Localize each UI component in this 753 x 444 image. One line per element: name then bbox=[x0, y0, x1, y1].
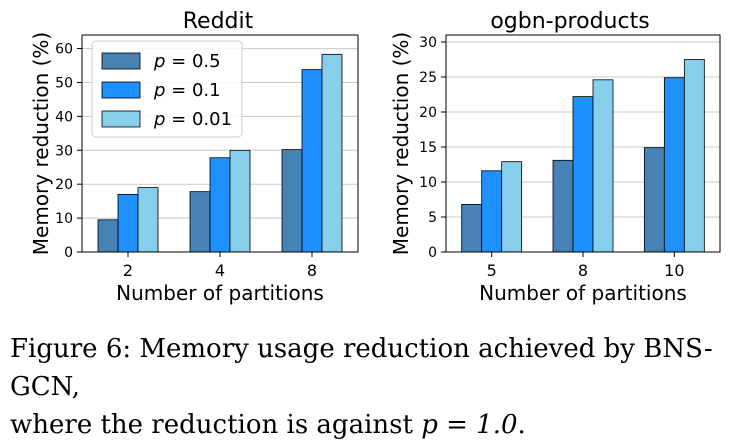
y-tick-label: 0 bbox=[64, 245, 73, 261]
y-tick-label: 20 bbox=[55, 177, 73, 193]
plot-frame bbox=[81, 34, 359, 253]
bar bbox=[501, 161, 523, 253]
legend-swatch bbox=[101, 81, 141, 99]
caption-math: p = 1.0 bbox=[421, 410, 518, 440]
legend-label: p = 0.1 bbox=[153, 80, 221, 101]
x-tick-label: 2 bbox=[123, 261, 133, 280]
bar bbox=[663, 77, 685, 253]
plot-frame bbox=[445, 34, 721, 253]
legend: p = 0.5 p = 0.1 p = 0.01 bbox=[91, 40, 243, 138]
caption-line-1: Figure 6: Memory usage reduction achieve… bbox=[10, 334, 713, 402]
bar bbox=[683, 59, 705, 253]
y-tick-label: 10 bbox=[419, 175, 437, 191]
legend-swatch bbox=[101, 110, 141, 128]
bar bbox=[137, 187, 159, 253]
caption-line-2-suffix: . bbox=[517, 410, 526, 440]
chart-title: ogbn-products bbox=[490, 9, 649, 34]
y-tick-label: 15 bbox=[419, 140, 437, 156]
x-tick-label: 8 bbox=[307, 261, 317, 280]
y-tick-label: 10 bbox=[55, 211, 73, 227]
y-tick-label: 0 bbox=[428, 245, 437, 261]
chart-title: Reddit bbox=[183, 9, 254, 34]
y-tick-label: 30 bbox=[55, 143, 73, 159]
y-tick-label: 40 bbox=[55, 109, 73, 125]
x-tick-label: 8 bbox=[578, 261, 588, 280]
x-tick-label: 10 bbox=[664, 261, 684, 280]
bar bbox=[481, 170, 503, 253]
x-axis-label: Number of partitions bbox=[479, 281, 687, 305]
bar bbox=[572, 96, 594, 253]
x-axis-label: Number of partitions bbox=[116, 281, 324, 305]
bar bbox=[643, 147, 665, 253]
y-axis-label: Memory reduction (%) bbox=[29, 32, 53, 255]
y-tick-label: 20 bbox=[419, 105, 437, 121]
x-tick-label: 5 bbox=[487, 261, 497, 280]
bar bbox=[97, 219, 119, 253]
x-tick-label: 4 bbox=[215, 261, 225, 280]
y-tick-label: 30 bbox=[419, 35, 437, 51]
y-axis-label: Memory reduction (%) bbox=[389, 32, 413, 255]
legend-label: p = 0.01 bbox=[153, 109, 232, 130]
bar bbox=[209, 157, 231, 253]
bar bbox=[301, 69, 323, 253]
caption-line-2-prefix: where the reduction is against bbox=[10, 410, 422, 440]
legend-label: p = 0.5 bbox=[153, 51, 221, 72]
bar bbox=[552, 159, 574, 253]
bar bbox=[117, 193, 139, 253]
y-tick-label: 25 bbox=[419, 70, 437, 86]
bar bbox=[189, 191, 211, 253]
bar bbox=[592, 79, 614, 253]
bar bbox=[281, 149, 303, 253]
y-tick-label: 50 bbox=[55, 75, 73, 91]
caption-line-2: where the reduction is against p = 1.0. bbox=[10, 406, 750, 444]
legend-swatch bbox=[101, 52, 141, 70]
y-tick-label: 5 bbox=[428, 210, 437, 226]
y-tick-label: 60 bbox=[55, 42, 73, 58]
bar bbox=[461, 203, 483, 253]
figure-caption: Figure 6: Memory usage reduction achieve… bbox=[10, 330, 750, 444]
bar bbox=[321, 53, 343, 253]
bar bbox=[229, 149, 251, 253]
